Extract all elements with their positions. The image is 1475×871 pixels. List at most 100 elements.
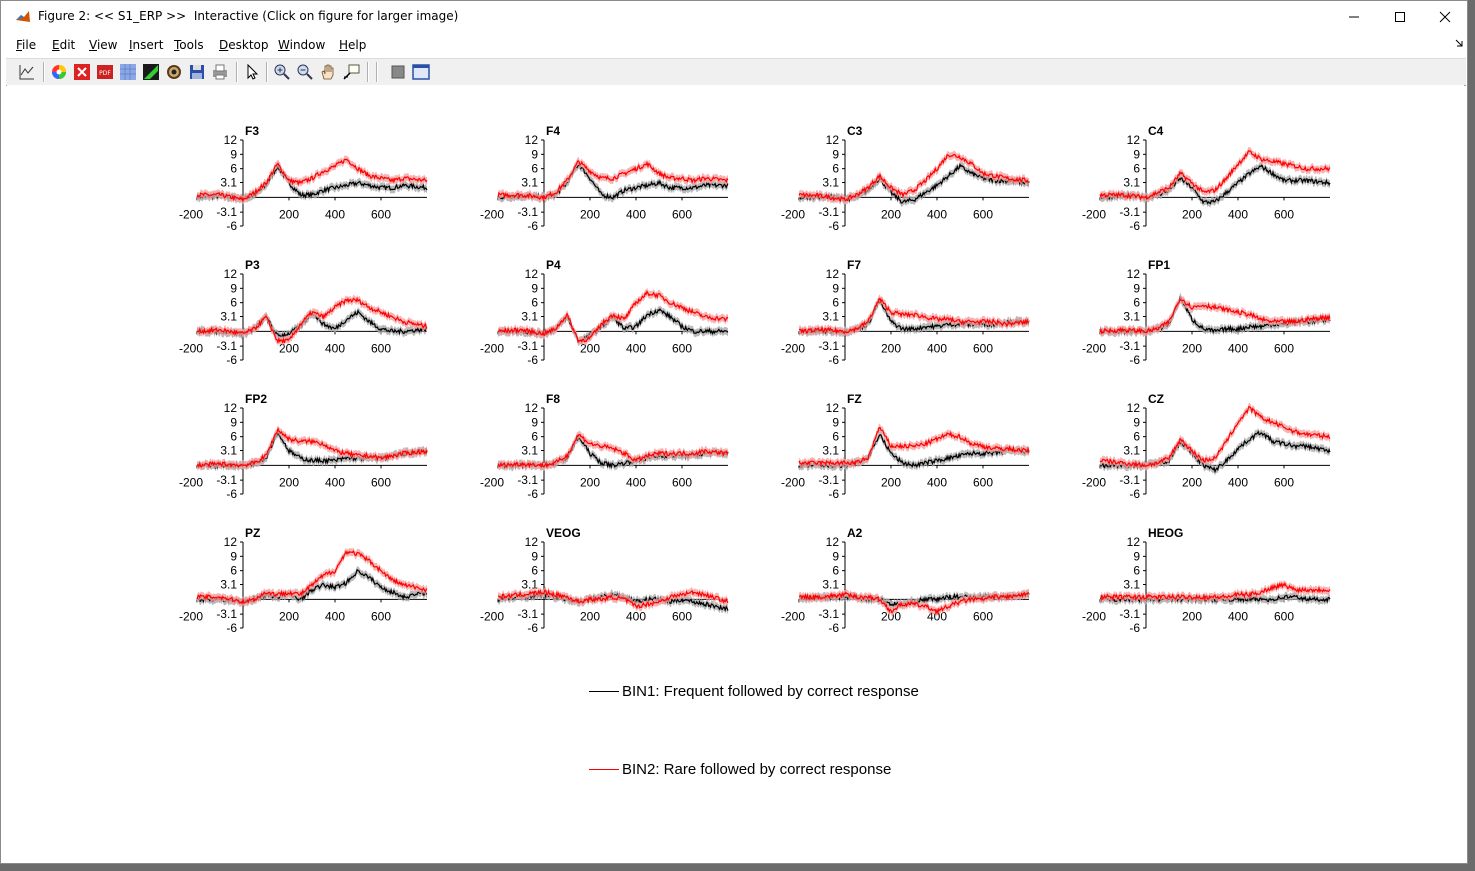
x-tick-label: 400 [1228, 207, 1248, 221]
y-tick-label: -3.1 [1119, 473, 1140, 487]
menu-overflow-icon[interactable] [1455, 39, 1463, 47]
bin2-trace [798, 153, 1030, 203]
y-tick-label: 9 [230, 415, 237, 429]
y-tick-label: 3.1 [220, 176, 237, 190]
channel-label: F4 [546, 124, 560, 138]
menu-help[interactable]: Help [339, 38, 367, 52]
plot-tools-icon[interactable] [18, 63, 36, 81]
y-tick-label: -6 [226, 621, 237, 635]
legend-label-bin1: BIN1: Frequent followed by correct respo… [622, 683, 919, 700]
y-tick-label: 12 [826, 133, 840, 147]
pointer-icon[interactable] [243, 63, 261, 81]
bin2-trace [497, 588, 729, 610]
x-tick-label: 600 [1274, 475, 1294, 489]
pdf-icon[interactable]: PDF [96, 63, 114, 81]
x-tick-label: -200 [480, 207, 504, 221]
y-tick-label: 9 [230, 147, 237, 161]
bin2-trace [497, 159, 729, 202]
pan-icon[interactable] [319, 63, 337, 81]
y-tick-label: 3.1 [822, 444, 839, 458]
print-icon[interactable] [211, 63, 229, 81]
minimize-button[interactable] [1331, 1, 1377, 32]
y-tick-label: 6 [832, 162, 839, 176]
bin2-trace [497, 433, 729, 469]
data-cursor-icon[interactable] [342, 63, 360, 81]
zoom-in-icon[interactable] [273, 63, 291, 81]
y-tick-label: -3.1 [517, 607, 538, 621]
title-bar[interactable]: Figure 2: << S1_ERP >> Interactive (Clic… [1, 1, 1467, 32]
y-tick-label: 3.1 [220, 578, 237, 592]
bin2-trace [1099, 149, 1331, 201]
bin1-error-band [197, 306, 427, 341]
bin2-error-band [1100, 146, 1330, 203]
x-tick-label: 600 [1274, 609, 1294, 623]
target-icon[interactable] [165, 63, 183, 81]
y-tick-label: 3.1 [1123, 578, 1140, 592]
bin2-trace [196, 296, 428, 345]
y-tick-label: -3.1 [1119, 339, 1140, 353]
x-tick-label: 600 [672, 609, 692, 623]
x-tick-label: 200 [279, 609, 299, 623]
y-tick-label: -6 [828, 487, 839, 501]
y-tick-label: 6 [531, 162, 538, 176]
figure-canvas[interactable]: 12 9 6 3.1 -3.1 -6 -200 200 400 600 F3 12 9 6 3.1 -3.1-… [7, 85, 1464, 863]
x-tick-label: 400 [626, 207, 646, 221]
x-tick-label: 200 [1182, 609, 1202, 623]
y-tick-label: 9 [531, 281, 538, 295]
channel-label: PZ [245, 526, 260, 540]
x-tick-label: -200 [179, 341, 203, 355]
svg-text:PDF: PDF [99, 70, 111, 77]
menu-tools[interactable]: Tools [174, 38, 204, 52]
x-tick-label: 200 [580, 609, 600, 623]
maximize-button[interactable] [1377, 1, 1423, 32]
menu-file[interactable]: File [16, 38, 37, 52]
legend-line-bin2 [589, 769, 619, 770]
zoom-out-icon[interactable] [296, 63, 314, 81]
menu-edit[interactable]: Edit [52, 38, 76, 52]
y-tick-label: 6 [832, 430, 839, 444]
y-tick-label: 3.1 [1123, 444, 1140, 458]
y-tick-label: 3.1 [1123, 176, 1140, 190]
x-tick-label: 600 [371, 341, 391, 355]
x-tick-label: 200 [881, 609, 901, 623]
y-tick-label: 3.1 [220, 310, 237, 324]
save-icon[interactable] [188, 63, 206, 81]
y-tick-label: 9 [1133, 281, 1140, 295]
y-tick-label: -6 [527, 219, 538, 233]
y-tick-label: 12 [224, 267, 238, 281]
x-tick-label: 400 [1228, 341, 1248, 355]
menu-window[interactable]: Window [278, 38, 326, 52]
dock-icon[interactable] [412, 63, 430, 81]
menu-insert[interactable]: Insert [129, 38, 164, 52]
bin2-trace [196, 158, 428, 203]
close-figure-icon[interactable] [73, 63, 91, 81]
menu-view[interactable]: View [89, 38, 118, 52]
color-wheel-icon[interactable] [50, 63, 68, 81]
y-tick-label: -6 [226, 353, 237, 367]
x-tick-label: 200 [1182, 341, 1202, 355]
x-tick-label: -200 [179, 475, 203, 489]
x-tick-label: 200 [881, 475, 901, 489]
y-tick-label: -3.1 [517, 339, 538, 353]
bin2-error-band [1100, 402, 1330, 471]
brush-icon[interactable] [142, 63, 160, 81]
grid-icon[interactable] [119, 63, 137, 81]
x-tick-label: 600 [672, 475, 692, 489]
y-tick-label: 12 [224, 133, 238, 147]
x-tick-label: 400 [325, 207, 345, 221]
x-tick-label: -200 [480, 609, 504, 623]
y-tick-label: -3.1 [517, 473, 538, 487]
close-button[interactable] [1422, 1, 1468, 32]
bin1-error-band [498, 305, 728, 346]
legend-toggle-icon[interactable] [389, 63, 407, 81]
x-tick-label: 400 [325, 475, 345, 489]
maximize-icon [1395, 11, 1405, 22]
menu-desktop[interactable]: Desktop [219, 38, 269, 52]
y-tick-label: 3.1 [521, 444, 538, 458]
